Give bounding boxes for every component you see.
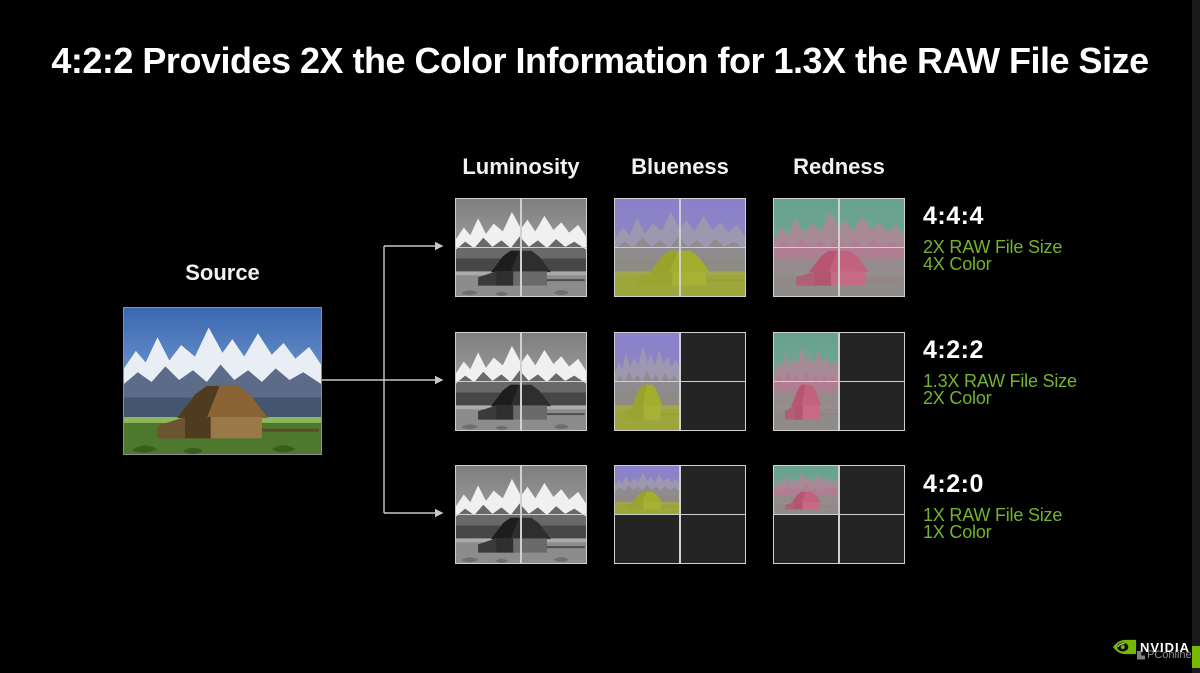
label-block-422: 4:2:2 1.3X RAW File Size 2X Color — [923, 336, 1173, 407]
raw-size-label: 1X RAW File Size — [923, 505, 1063, 525]
ratio-label: 4:4:4 — [923, 202, 984, 230]
color-amount-label: 4X Color — [923, 254, 992, 274]
right-edge-strip — [1192, 0, 1200, 673]
tile-redness-420 — [773, 465, 905, 564]
grid-line — [774, 380, 904, 382]
nvidia-wordmark: NVIDIA — [1140, 639, 1191, 655]
tile-redness-422 — [773, 332, 905, 431]
ratio-label: 4:2:2 — [923, 336, 984, 364]
grid-line — [774, 513, 904, 515]
tile-luminosity-420 — [455, 465, 587, 564]
tile-blueness-444 — [614, 198, 746, 297]
grid-line — [615, 246, 745, 248]
ratio-label: 4:2:0 — [923, 470, 984, 498]
watermark-icon — [1137, 650, 1145, 660]
grid-line — [615, 513, 745, 515]
color-amount-label: 2X Color — [923, 388, 992, 408]
right-edge-accent-bar — [1192, 646, 1200, 668]
raw-size-label: 1.3X RAW File Size — [923, 371, 1077, 391]
watermark-text: PConline — [1147, 649, 1192, 661]
nvidia-eye-icon — [1112, 639, 1137, 655]
tile-redness-444 — [773, 198, 905, 297]
grid-line — [456, 380, 586, 382]
tile-blueness-420 — [614, 465, 746, 564]
column-header-blueness: Blueness — [631, 154, 729, 179]
label-block-420: 4:2:0 1X RAW File Size 1X Color — [923, 470, 1173, 541]
tile-luminosity-422 — [455, 332, 587, 431]
slide-title: 4:2:2 Provides 2X the Color Information … — [51, 40, 1149, 81]
label-block-444: 4:4:4 2X RAW File Size 4X Color — [923, 202, 1173, 273]
tile-blueness-422 — [614, 332, 746, 431]
column-header-luminosity: Luminosity — [462, 154, 580, 179]
flow-arrows-icon — [322, 241, 444, 518]
grid-line — [456, 513, 586, 515]
watermark: PConline — [1137, 649, 1192, 661]
color-amount-label: 1X Color — [923, 522, 992, 542]
source-label: Source — [185, 260, 260, 285]
grid-line — [615, 380, 745, 382]
raw-size-label: 2X RAW File Size — [923, 237, 1063, 257]
nvidia-logo: NVIDIA — [1112, 637, 1190, 657]
source-image — [123, 307, 322, 455]
column-header-redness: Redness — [793, 154, 885, 179]
grid-line — [456, 246, 586, 248]
tile-luminosity-444 — [455, 198, 587, 297]
grid-line — [774, 246, 904, 248]
